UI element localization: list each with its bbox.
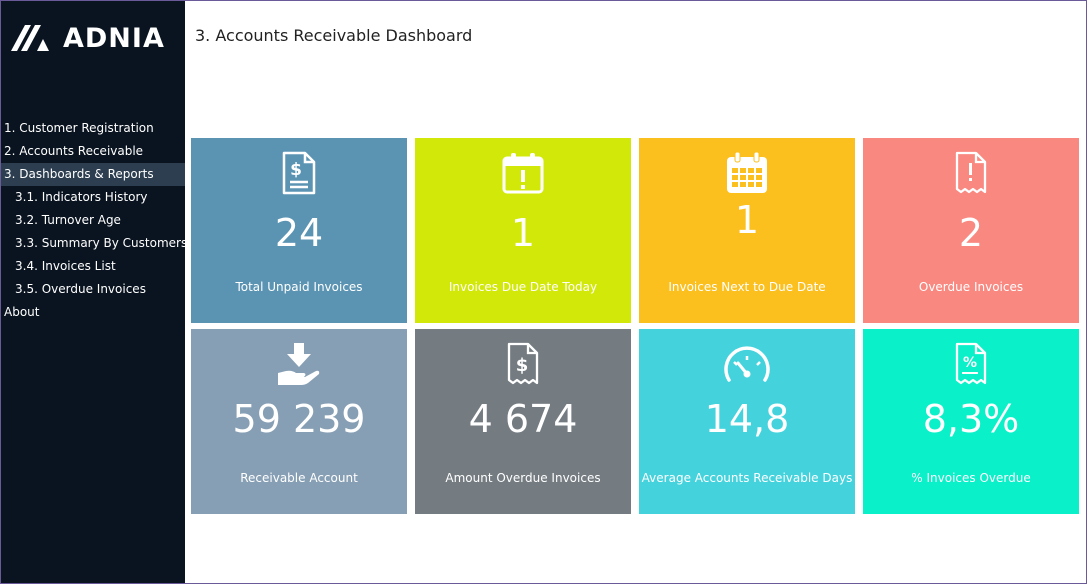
tile-label: Average Accounts Receivable Days <box>641 471 853 485</box>
nav-item-indicators-history[interactable]: 3.1. Indicators History <box>15 190 148 204</box>
tile-value: 2 <box>958 211 984 255</box>
tile-label: Invoices Due Date Today <box>448 280 598 294</box>
gauge-icon <box>639 341 855 387</box>
sidebar-nav: 1. Customer Registration 2. Accounts Rec… <box>1 117 188 324</box>
tile-value: 1 <box>734 198 760 242</box>
tile-label: Overdue Invoices <box>918 280 1024 294</box>
page-title: 3. Accounts Receivable Dashboard <box>195 26 473 45</box>
svg-text:$: $ <box>516 355 529 376</box>
tile-average-receivable-days[interactable]: 14,8 Average Accounts Receivable Days <box>639 329 855 514</box>
tile-label: Amount Overdue Invoices <box>445 471 601 485</box>
tile-invoices-next-to-due-date[interactable]: 1 Invoices Next to Due Date <box>639 138 855 323</box>
tile-percent-invoices-overdue[interactable]: % 8,3% % Invoices Overdue <box>863 329 1079 514</box>
tile-amount-overdue-invoices[interactable]: $ 4 674 Amount Overdue Invoices <box>415 329 631 514</box>
tile-value: 59 239 <box>232 397 366 441</box>
tile-value: 24 <box>274 211 324 255</box>
nav-item-summary-by-customers[interactable]: 3.3. Summary By Customers <box>15 236 188 250</box>
tile-invoices-due-date-today[interactable]: 1 Invoices Due Date Today <box>415 138 631 323</box>
nav-item-customer-registration[interactable]: 1. Customer Registration <box>4 121 154 135</box>
svg-text:%: % <box>963 355 977 371</box>
invoice-dollar-icon: $ <box>191 150 407 196</box>
tile-label: Invoices Next to Due Date <box>668 280 826 294</box>
nav-item-turnover-age[interactable]: 3.2. Turnover Age <box>15 213 121 227</box>
tile-receivable-account[interactable]: 59 239 Receivable Account <box>191 329 407 514</box>
tile-label: Total Unpaid Invoices <box>235 280 363 294</box>
brand-logo[interactable]: ADNIA <box>11 22 165 54</box>
tile-value: 14,8 <box>704 397 790 441</box>
brand-name: ADNIA <box>63 22 165 54</box>
svg-text:$: $ <box>290 160 302 180</box>
receipt-dollar-icon: $ <box>415 341 631 387</box>
nav-item-about[interactable]: About <box>4 305 40 319</box>
tile-label: % Invoices Overdue <box>911 471 1031 485</box>
nav-item-overdue-invoices[interactable]: 3.5. Overdue Invoices <box>15 282 146 296</box>
tile-total-unpaid-invoices[interactable]: $ 24 Total Unpaid Invoices <box>191 138 407 323</box>
tile-overdue-invoices[interactable]: 2 Overdue Invoices <box>863 138 1079 323</box>
nav-item-accounts-receivable[interactable]: 2. Accounts Receivable <box>4 144 144 158</box>
receipt-percent-icon: % <box>863 341 1079 387</box>
tile-label: Receivable Account <box>240 471 358 485</box>
receipt-alert-icon <box>863 150 1079 196</box>
tile-value: 1 <box>510 211 536 255</box>
nav-item-dashboards-reports[interactable]: 3. Dashboards & Reports <box>1 163 185 186</box>
sidebar: ADNIA 1. Customer Registration 2. Accoun… <box>1 1 188 583</box>
hand-receive-icon <box>191 341 407 387</box>
calendar-alert-icon <box>415 150 631 196</box>
tile-value: 8,3% <box>922 397 1020 441</box>
tile-value: 4 674 <box>468 397 578 441</box>
nav-item-invoices-list[interactable]: 3.4. Invoices List <box>15 259 116 273</box>
calendar-grid-icon <box>639 150 855 196</box>
adnia-logo-icon <box>11 25 49 51</box>
